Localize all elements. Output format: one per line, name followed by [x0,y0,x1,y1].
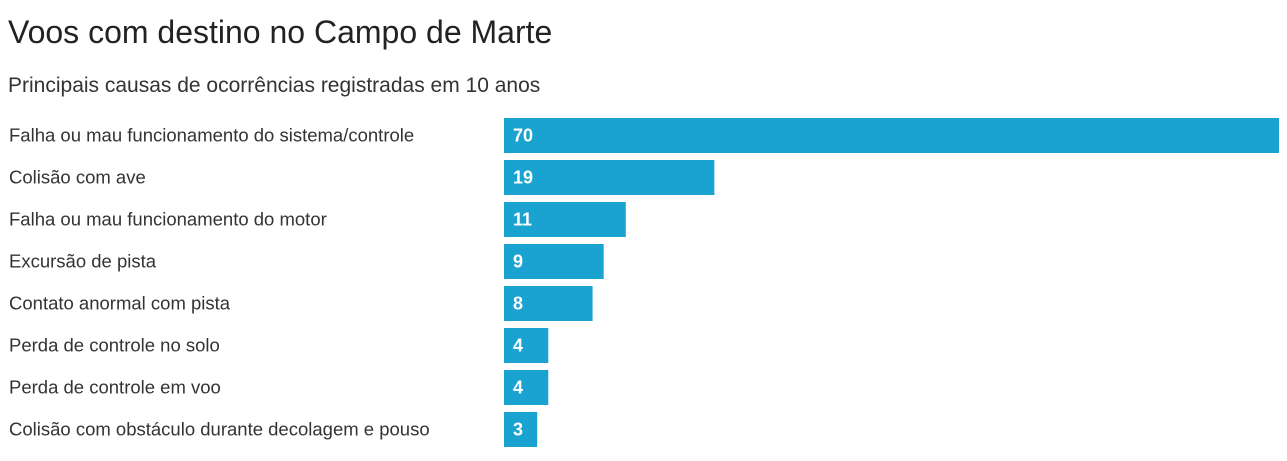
bar-value-label: 3 [513,420,523,440]
bar-value-label: 4 [513,378,523,398]
category-label: Contato anormal com pista [9,293,231,314]
bar [504,328,549,363]
category-label: Colisão com obstáculo durante decolagem … [9,419,430,440]
category-label: Perda de controle em voo [9,377,221,398]
bar [504,118,1279,153]
category-label: Falha ou mau funcionamento do sistema/co… [9,125,414,146]
bar [504,202,626,237]
category-label: Colisão com ave [9,167,146,188]
bar-value-label: 70 [513,126,533,146]
bar-value-label: 19 [513,168,533,188]
bar [504,160,715,195]
category-label: Excursão de pista [9,251,157,272]
bar-value-label: 4 [513,336,523,356]
bar-value-label: 11 [513,210,532,230]
chart-subtitle: Principais causas de ocorrências registr… [8,74,541,97]
bar [504,412,538,447]
bar-value-label: 9 [513,252,523,272]
bar [504,286,593,321]
bar-value-label: 8 [513,294,523,314]
category-label: Falha ou mau funcionamento do motor [9,209,327,230]
bar [504,244,604,279]
chart-title: Voos com destino no Campo de Marte [8,14,553,50]
category-label: Perda de controle no solo [9,335,220,356]
bar [504,370,549,405]
